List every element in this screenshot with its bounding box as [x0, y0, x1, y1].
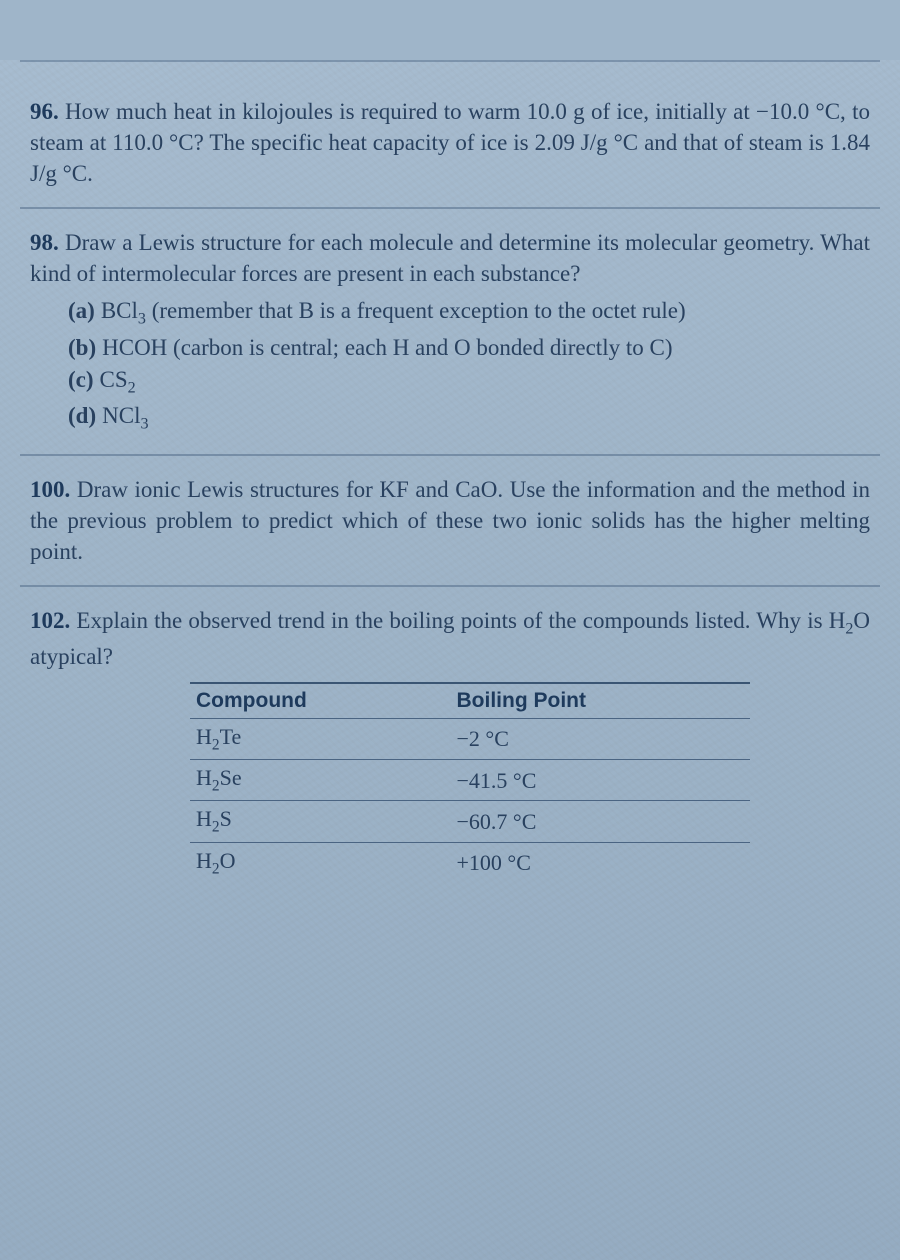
- top-rule: [20, 60, 880, 62]
- problem-100: 100. Draw ionic Lewis structures for KF …: [0, 460, 900, 581]
- part-text: HCOH (carbon is central; each H and O bo…: [102, 332, 870, 363]
- problems-content: 96. How much heat in kilojoules is requi…: [0, 82, 900, 897]
- table-cell: −60.7 °C: [451, 801, 751, 842]
- table-cell: H2Se: [190, 760, 451, 801]
- table-row: H2S−60.7 °C: [190, 801, 750, 842]
- problem-part: (a)BCl3 (remember that B is a frequent e…: [30, 295, 870, 330]
- table-header: Compound: [190, 683, 451, 719]
- problem-body: 100. Draw ionic Lewis structures for KF …: [30, 474, 870, 567]
- problem-part: (d)NCl3: [30, 400, 870, 435]
- table-row: H2Se−41.5 °C: [190, 760, 750, 801]
- table-cell: H2S: [190, 801, 451, 842]
- problem-body: 96. How much heat in kilojoules is requi…: [30, 96, 870, 189]
- table-row: H2Te−2 °C: [190, 719, 750, 760]
- part-text: NCl3: [102, 400, 870, 435]
- problem-number: 96.: [30, 99, 59, 124]
- table-cell: H2Te: [190, 719, 451, 760]
- table-cell: +100 °C: [451, 842, 751, 883]
- part-label: (a): [30, 295, 101, 330]
- part-label: (d): [30, 400, 102, 435]
- boiling-point-table: CompoundBoiling PointH2Te−2 °CH2Se−41.5 …: [190, 682, 750, 883]
- problem-102: 102. Explain the observed trend in the b…: [0, 591, 900, 896]
- table-cell: H2O: [190, 842, 451, 883]
- problem-96: 96. How much heat in kilojoules is requi…: [0, 82, 900, 203]
- table-row: H2O+100 °C: [190, 842, 750, 883]
- problem-body: 98. Draw a Lewis structure for each mole…: [30, 227, 870, 289]
- part-label: (c): [30, 364, 100, 399]
- problem-parts: (a)BCl3 (remember that B is a frequent e…: [30, 295, 870, 435]
- separator-rule: [20, 207, 880, 209]
- problem-body: 102. Explain the observed trend in the b…: [30, 605, 870, 671]
- problem-part: (b)HCOH (carbon is central; each H and O…: [30, 332, 870, 363]
- part-text: CS2: [100, 364, 870, 399]
- table-cell: −2 °C: [451, 719, 751, 760]
- part-label: (b): [30, 332, 102, 363]
- table-cell: −41.5 °C: [451, 760, 751, 801]
- problem-98: 98. Draw a Lewis structure for each mole…: [0, 213, 900, 450]
- table-header: Boiling Point: [451, 683, 751, 719]
- part-text: BCl3 (remember that B is a frequent exce…: [101, 295, 870, 330]
- problem-number: 102.: [30, 608, 70, 633]
- textbook-page: 96. How much heat in kilojoules is requi…: [0, 60, 900, 1260]
- separator-rule: [20, 454, 880, 456]
- separator-rule: [20, 585, 880, 587]
- problem-number: 100.: [30, 477, 70, 502]
- problem-part: (c)CS2: [30, 364, 870, 399]
- problem-number: 98.: [30, 230, 59, 255]
